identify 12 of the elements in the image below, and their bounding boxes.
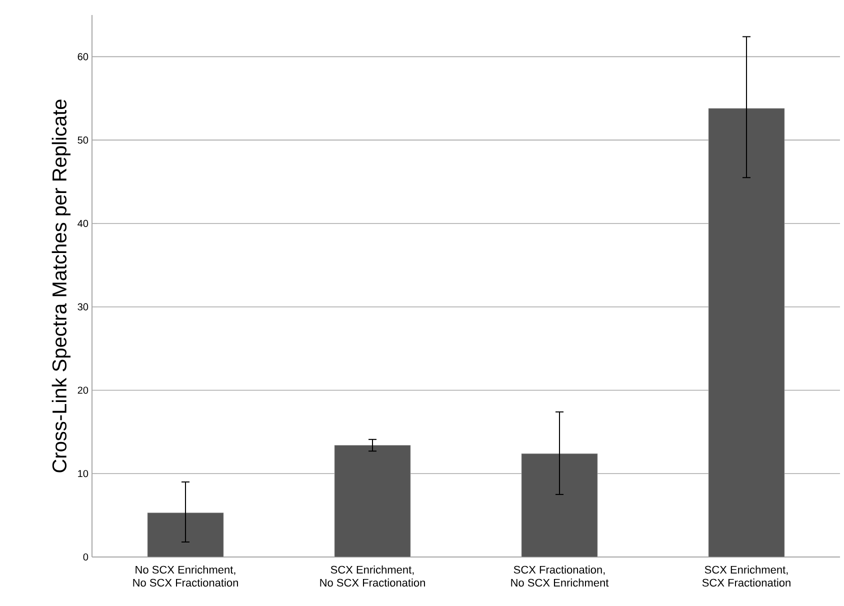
y-tick-label: 60 — [78, 53, 88, 60]
y-tick-label: 20 — [78, 386, 88, 394]
x-tick-label: No SCX Enrichment, No SCX Fractionation — [133, 566, 238, 587]
y-axis-title: Cross-Link Spectra Matches per Replicate — [52, 100, 70, 472]
y-tick-label: 40 — [78, 220, 88, 227]
x-tick-label: SCX Enrichment, No SCX Fractionation — [320, 566, 425, 587]
y-tick-label: 10 — [78, 470, 88, 478]
x-tick-label: SCX Enrichment, SCX Fractionation — [702, 566, 790, 587]
x-tick-label: SCX Fractionation, No SCX Enrichment — [511, 566, 609, 587]
y-tick-label: 0 — [83, 553, 88, 561]
y-tick-label: 50 — [78, 136, 88, 144]
y-tick-label: 30 — [78, 303, 88, 310]
